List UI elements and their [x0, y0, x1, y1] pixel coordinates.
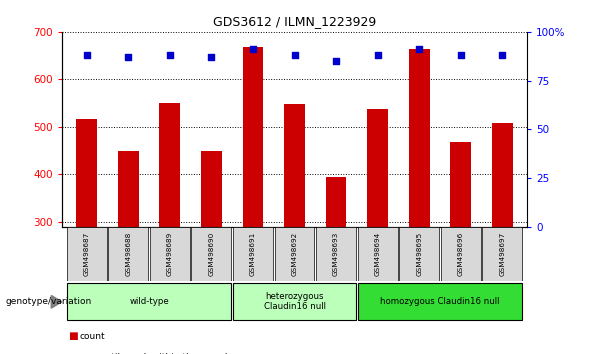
- Bar: [77, 119, 97, 227]
- Bar: [492, 123, 512, 227]
- Point: [456, 52, 465, 58]
- Point: [290, 52, 299, 58]
- Text: percentile rank within the sample: percentile rank within the sample: [80, 353, 233, 354]
- Text: GSM498695: GSM498695: [416, 232, 422, 276]
- Text: count: count: [80, 332, 105, 341]
- Bar: [118, 151, 138, 227]
- Text: GSM498697: GSM498697: [499, 232, 505, 276]
- Bar: [243, 47, 263, 227]
- Text: GSM498689: GSM498689: [167, 232, 173, 276]
- Text: GSM498690: GSM498690: [209, 232, 214, 276]
- Bar: [409, 50, 429, 227]
- Bar: [316, 227, 356, 281]
- Text: GSM498691: GSM498691: [250, 232, 256, 276]
- Bar: [441, 227, 481, 281]
- Point: [332, 58, 341, 64]
- Text: GDS3612 / ILMN_1223929: GDS3612 / ILMN_1223929: [213, 15, 376, 28]
- Bar: [108, 227, 148, 281]
- Bar: [399, 227, 439, 281]
- Bar: [150, 227, 190, 281]
- Text: ■: ■: [68, 353, 78, 354]
- Bar: [451, 142, 471, 227]
- Text: GSM498696: GSM498696: [458, 232, 464, 276]
- Polygon shape: [51, 295, 62, 308]
- Text: genotype/variation: genotype/variation: [6, 297, 92, 306]
- Point: [124, 55, 133, 60]
- Point: [248, 47, 257, 52]
- Text: ■: ■: [68, 331, 78, 341]
- Text: wild-type: wild-type: [129, 297, 169, 306]
- Point: [498, 52, 507, 58]
- Point: [415, 47, 424, 52]
- Text: heterozygous
Claudin16 null: heterozygous Claudin16 null: [263, 292, 326, 312]
- Text: homozygous Claudin16 null: homozygous Claudin16 null: [380, 297, 499, 306]
- Bar: [274, 227, 315, 281]
- Bar: [233, 227, 273, 281]
- Bar: [284, 104, 305, 227]
- Text: GSM498688: GSM498688: [125, 232, 131, 276]
- Text: GSM498687: GSM498687: [84, 232, 90, 276]
- Bar: [233, 284, 356, 320]
- Bar: [367, 109, 388, 227]
- Point: [165, 52, 174, 58]
- Bar: [160, 103, 180, 227]
- Bar: [191, 227, 231, 281]
- Bar: [201, 151, 222, 227]
- Text: GSM498694: GSM498694: [375, 232, 380, 276]
- Point: [207, 55, 216, 60]
- Bar: [358, 227, 398, 281]
- Bar: [67, 284, 231, 320]
- Point: [373, 52, 382, 58]
- Bar: [358, 284, 522, 320]
- Text: GSM498693: GSM498693: [333, 232, 339, 276]
- Point: [82, 52, 91, 58]
- Bar: [67, 227, 107, 281]
- Bar: [326, 177, 346, 227]
- Text: GSM498692: GSM498692: [292, 232, 297, 276]
- Bar: [482, 227, 522, 281]
